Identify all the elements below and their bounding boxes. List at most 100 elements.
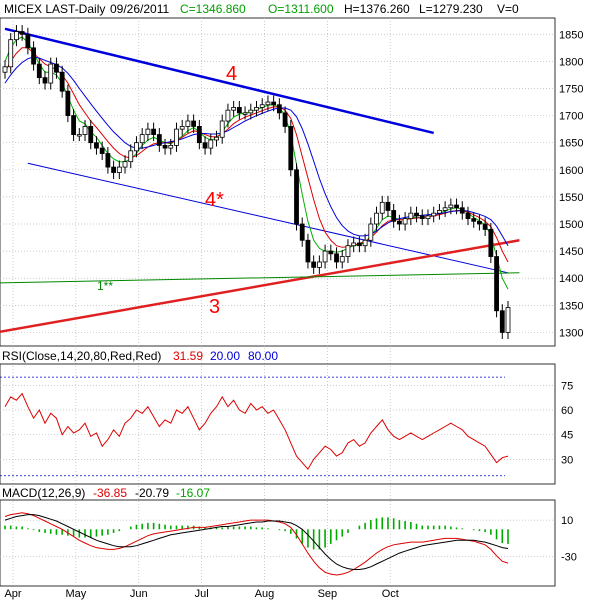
candle-body xyxy=(294,169,299,225)
candle-body xyxy=(282,112,288,127)
price-y-tick-label: 1850 xyxy=(559,29,583,41)
candle-body xyxy=(122,161,128,168)
trendline-annotation: 4* xyxy=(205,189,224,211)
trendline-annotation: 4 xyxy=(226,63,237,85)
candle-body xyxy=(25,33,31,49)
trendline-annotation: 1** xyxy=(97,279,113,293)
candle-body xyxy=(111,166,117,173)
macd-plot-frame xyxy=(0,499,556,587)
candle-body xyxy=(14,31,19,41)
header-date: 09/26/2011 xyxy=(110,2,169,16)
x-tick-label: Jul xyxy=(195,588,209,600)
x-tick-label: Sep xyxy=(318,588,338,600)
candle-body xyxy=(94,142,99,149)
candle-body xyxy=(368,223,374,241)
candle-body xyxy=(448,204,454,209)
candle-body xyxy=(42,77,48,84)
price-y-tick-label: 1450 xyxy=(559,246,583,258)
candle-body xyxy=(65,90,71,116)
candle-body xyxy=(471,218,477,222)
macd-hist-value: -16.07 xyxy=(176,486,210,500)
candle-body xyxy=(185,120,191,127)
candle-body xyxy=(419,215,425,219)
candle-body xyxy=(214,136,219,141)
candle-body xyxy=(236,107,242,114)
rsi-title: RSI(Close,14,20,80,Red,Red) xyxy=(2,349,161,363)
candle-body xyxy=(465,212,471,219)
candle-body xyxy=(128,150,134,163)
candle-body xyxy=(231,107,237,111)
price-y-tick-label: 1300 xyxy=(559,327,583,339)
candle-body xyxy=(139,134,145,144)
candle-body xyxy=(162,145,168,149)
header-open: O=1311.600 xyxy=(268,2,334,16)
candle-body xyxy=(191,120,197,127)
candle-body xyxy=(288,126,294,171)
candle-body xyxy=(31,47,36,65)
rsi-value: 31.59 xyxy=(173,349,203,363)
candle-body xyxy=(168,145,174,149)
rsi-plot-frame xyxy=(0,363,556,485)
header-low: L=1279.230 xyxy=(419,2,483,16)
rsi-low-level: 20.00 xyxy=(210,349,240,363)
candle-body xyxy=(208,139,214,149)
candle-body xyxy=(242,112,248,115)
trendline-4 xyxy=(4,27,434,135)
candle-body xyxy=(437,210,442,214)
candle-body xyxy=(265,101,271,106)
candle-body xyxy=(156,134,162,146)
macd-line xyxy=(4,512,509,576)
rsi-y-tick-label: 75 xyxy=(561,380,573,392)
header-volume: V=0 xyxy=(497,2,519,16)
trendline-1-star-star xyxy=(0,272,520,284)
candle-body xyxy=(116,166,122,173)
candle-body xyxy=(374,212,379,225)
trendline-3 xyxy=(0,239,520,334)
candle-body xyxy=(385,201,391,211)
price-y-tick-label: 1600 xyxy=(559,165,583,177)
candle-body xyxy=(88,126,94,144)
candle-body xyxy=(71,115,76,135)
candle-body xyxy=(59,71,65,92)
candle-body xyxy=(442,207,448,211)
candle-body xyxy=(499,310,505,333)
candle-body xyxy=(179,126,185,130)
candle-body xyxy=(334,253,339,263)
header-high: H=1376.260 xyxy=(344,2,410,16)
candle-body xyxy=(425,215,431,219)
x-axis: Apr May Jun Jul Aug Sep Oct xyxy=(4,588,398,600)
candle-body xyxy=(431,212,437,217)
price-y-tick-label: 1700 xyxy=(559,111,583,123)
candle-body xyxy=(82,126,88,135)
candle-body xyxy=(259,104,265,108)
x-tick-label: Oct xyxy=(382,588,399,600)
price-plot-frame xyxy=(0,17,556,347)
candle-body xyxy=(362,239,368,247)
candle-body xyxy=(19,31,25,35)
price-y-tick-label: 1800 xyxy=(559,56,583,68)
candle-body xyxy=(254,107,259,111)
price-y-tick-label: 1550 xyxy=(559,192,583,204)
trendline-4-star xyxy=(27,162,509,274)
price-y-tick-label: 1400 xyxy=(559,273,583,285)
price-y-tick-label: 1650 xyxy=(559,138,583,150)
candle-body xyxy=(396,220,402,225)
candle-body xyxy=(151,128,157,135)
candle-body xyxy=(196,126,202,144)
candle-body xyxy=(391,210,397,222)
header-symbol: MICEX LAST-Daily xyxy=(4,2,105,16)
macd-y-tick-label: -30 xyxy=(561,552,577,564)
rsi-y-tick-label: 30 xyxy=(561,454,573,466)
candle-body xyxy=(482,223,488,230)
price-y-tick-label: 1750 xyxy=(559,83,583,95)
candle-body xyxy=(174,128,179,146)
candle-body xyxy=(105,153,111,168)
candle-body xyxy=(36,63,42,79)
candle-body xyxy=(339,256,345,263)
candle-body xyxy=(271,101,277,106)
header-close: C=1346.860 xyxy=(180,2,246,16)
candle-body xyxy=(145,128,151,135)
candle-body xyxy=(316,261,322,268)
